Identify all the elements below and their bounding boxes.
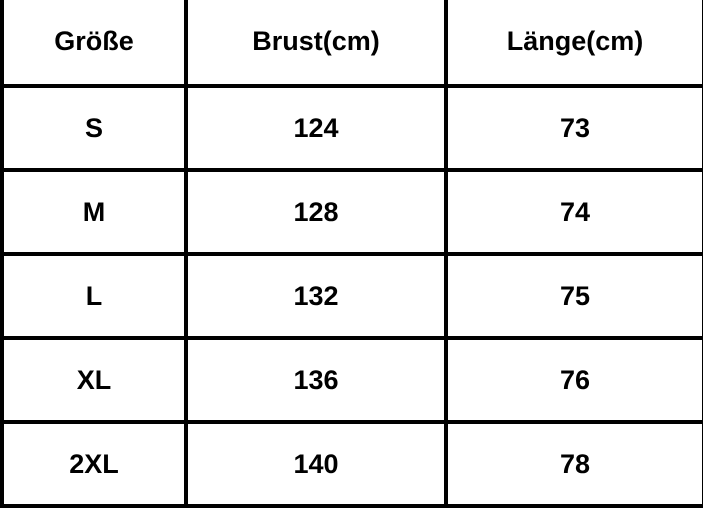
table-row: 2XL 140 78 <box>0 420 703 508</box>
cell-chest: 140 <box>184 420 448 508</box>
cell-chest: 136 <box>184 336 448 424</box>
cell-chest: 132 <box>184 252 448 340</box>
cell-length: 76 <box>444 336 703 424</box>
cell-size: XL <box>0 336 188 424</box>
cell-chest: 124 <box>184 84 448 172</box>
cell-length: 73 <box>444 84 703 172</box>
header-length: Länge(cm) <box>444 0 703 88</box>
cell-size: L <box>0 252 188 340</box>
header-size: Größe <box>0 0 188 88</box>
header-chest: Brust(cm) <box>184 0 448 88</box>
table-row: L 132 75 <box>0 252 703 340</box>
table-row: S 124 73 <box>0 84 703 172</box>
cell-size: M <box>0 168 188 256</box>
cell-chest: 128 <box>184 168 448 256</box>
header-row: Größe Brust(cm) Länge(cm) <box>0 0 703 88</box>
cell-length: 78 <box>444 420 703 508</box>
cell-size: S <box>0 84 188 172</box>
cell-length: 74 <box>444 168 703 256</box>
table-row: XL 136 76 <box>0 336 703 424</box>
cell-size: 2XL <box>0 420 188 508</box>
cell-length: 75 <box>444 252 703 340</box>
table-row: M 128 74 <box>0 168 703 256</box>
